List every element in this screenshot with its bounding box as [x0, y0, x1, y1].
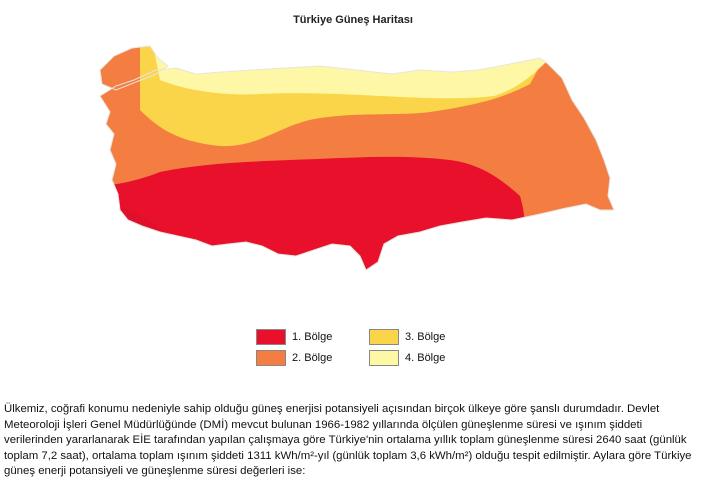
legend-label-zone-4: 4. Bölge [405, 352, 446, 364]
legend-label-zone-1: 1. Bölge [292, 331, 333, 343]
legend-swatch-zone-2 [256, 350, 286, 366]
legend-label-zone-2: 2. Bölge [292, 352, 333, 364]
turkey-outline [99, 57, 615, 271]
map-title: Türkiye Güneş Haritası [293, 14, 413, 26]
turkey-solar-map [99, 45, 615, 271]
legend-swatch-zone-1 [256, 329, 286, 345]
map-legend: 1. Bölge 2. Bölge 3. Bölge 4. Bölge [256, 326, 486, 372]
legend-swatch-zone-3 [369, 329, 399, 345]
legend-item-zone-4: 4. Bölge [369, 349, 445, 367]
legend-item-zone-2: 2. Bölge [256, 349, 332, 367]
description-paragraph: Ülkemiz, coğrafi konumu nedeniyle sahip … [4, 403, 692, 477]
legend-item-zone-3: 3. Bölge [369, 328, 445, 346]
legend-swatch-zone-4 [369, 350, 399, 366]
zone-4-region [150, 46, 560, 99]
thrace-outline [99, 45, 169, 91]
legend-label-zone-3: 3. Bölge [405, 331, 446, 343]
legend-item-zone-1: 1. Bölge [256, 328, 332, 346]
